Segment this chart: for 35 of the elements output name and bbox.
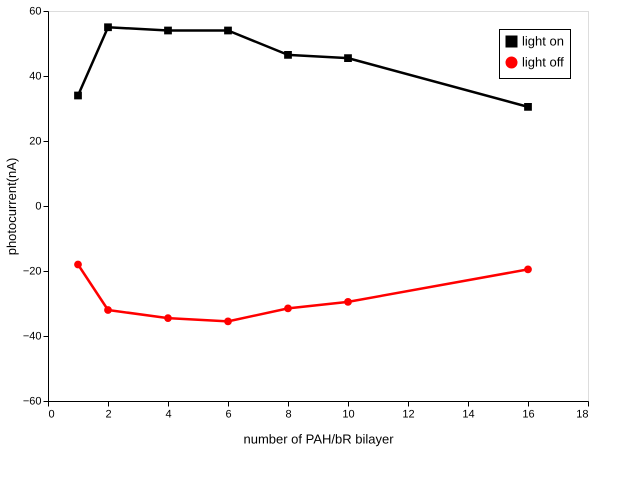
y-tick-label: −60 [22,396,42,408]
point [164,26,172,34]
point [164,314,172,322]
legend-label: light off [522,54,564,70]
x-tick-label: 8 [285,408,292,420]
point [104,306,112,314]
point [524,103,532,111]
y-tick-label: 20 [29,136,42,148]
x-tick-label: 0 [48,408,55,420]
point [284,51,292,59]
y-axis-title: photocurrent(nA) [4,158,19,256]
y-tick-label: 60 [29,6,42,18]
x-tick-label: 4 [165,408,172,420]
point [104,23,112,32]
y-tick-label: −20 [22,266,42,278]
x-tick-label: 6 [225,408,232,420]
y-tick-label: 0 [35,200,42,212]
point [224,26,232,34]
point [344,54,352,62]
point [344,298,352,306]
point [74,260,82,268]
x-tick-label: 10 [342,408,355,420]
x-tick-label: 12 [402,408,415,420]
x-tick-label: 2 [105,408,112,420]
point [284,304,292,312]
point [74,92,82,100]
x-tick-label: 16 [522,408,535,420]
x-axis-title: number of PAH/bR bilayer [243,432,394,446]
x-tick-label: 18 [576,408,588,420]
y-tick-label: −40 [22,330,42,342]
point [524,266,532,274]
point [224,318,232,326]
y-tick-label: 40 [29,70,42,82]
x-tick-label: 14 [462,408,475,420]
legend-label: light on [522,34,564,48]
